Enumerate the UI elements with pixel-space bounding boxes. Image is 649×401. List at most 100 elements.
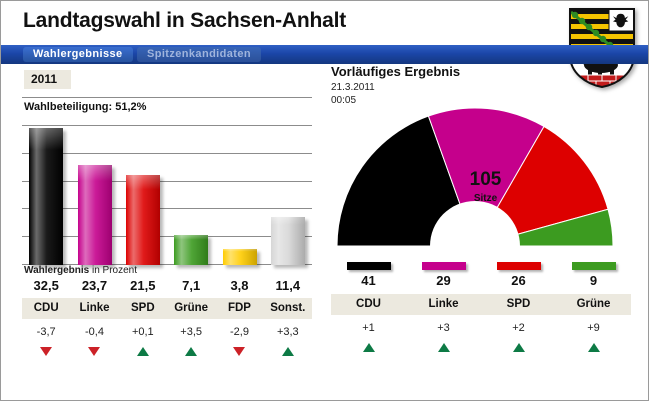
seat-legend-swatch bbox=[481, 257, 556, 275]
chart-bars bbox=[22, 97, 312, 265]
seat-value: 26 bbox=[511, 273, 526, 288]
page-title: Landtagswahl in Sachsen-Anhalt bbox=[23, 9, 347, 32]
chart-caption-rest: in Prozent bbox=[89, 265, 138, 276]
vote-party: FDP bbox=[227, 302, 251, 314]
hemicycle-diagram bbox=[336, 107, 614, 247]
gridline bbox=[22, 125, 312, 126]
seat-arrow-row bbox=[331, 339, 631, 357]
seats-date: 21.3.2011 bbox=[331, 82, 375, 93]
gridline bbox=[22, 236, 312, 237]
seat-legend-row bbox=[331, 257, 631, 275]
seat-value: 9 bbox=[589, 273, 598, 288]
seat-legend-swatch bbox=[331, 257, 406, 275]
seat-party: SPD bbox=[506, 298, 531, 310]
seat-party-row: CDU Linke SPD Grüne bbox=[331, 294, 631, 315]
seat-legend-swatch bbox=[556, 257, 631, 275]
gridline bbox=[22, 208, 312, 209]
vote-value: 11,4 bbox=[275, 278, 301, 293]
vote-arrow bbox=[167, 343, 215, 361]
vote-party-row: CDU Linke SPD Grüne FDP Sonst. bbox=[22, 298, 312, 319]
seat-arrow bbox=[481, 339, 556, 357]
swatch-grüne bbox=[571, 262, 616, 270]
vote-value: 21,5 bbox=[130, 278, 156, 293]
gridline bbox=[22, 153, 312, 154]
seat-party: Grüne bbox=[576, 298, 611, 310]
vote-arrow bbox=[119, 343, 167, 361]
bar-linke bbox=[78, 165, 112, 265]
arrow-down-icon bbox=[233, 347, 246, 356]
arrow-up-icon bbox=[512, 343, 525, 352]
bar-cdu bbox=[29, 128, 63, 265]
arrow-up-icon bbox=[362, 343, 375, 352]
seat-legend-swatch bbox=[406, 257, 481, 275]
vote-delta: +3,5 bbox=[180, 326, 202, 338]
vote-party: Sonst. bbox=[270, 302, 306, 314]
arrow-up-icon bbox=[587, 343, 600, 352]
seat-delta-row: +1 +3 +2 +9 bbox=[331, 322, 631, 334]
vote-delta-row: -3,7 -0,4 +0,1 +3,5 -2,9 +3,3 bbox=[22, 326, 312, 338]
seat-arrow bbox=[331, 339, 406, 357]
seat-delta: +3 bbox=[437, 322, 450, 334]
tab-spitzenkandidaten[interactable]: Spitzenkandidaten bbox=[137, 47, 261, 62]
vote-arrow bbox=[70, 343, 118, 361]
vote-value: 23,7 bbox=[81, 278, 108, 293]
vote-party: Grüne bbox=[174, 302, 209, 314]
vote-arrow bbox=[22, 343, 70, 361]
bar-spd bbox=[126, 175, 160, 265]
seats-time: 00:05 bbox=[331, 95, 357, 106]
seat-party: Linke bbox=[428, 298, 459, 310]
vote-party: Linke bbox=[79, 302, 110, 314]
seat-distribution-chart: Vorläufiges Ergebnis 21.3.2011 00:05 105… bbox=[321, 61, 648, 400]
seat-party: CDU bbox=[356, 298, 381, 310]
vote-share-chart: 2011 Wahlbeteiligung: 51,2% Wahlergebnis… bbox=[1, 65, 321, 395]
gridline bbox=[22, 97, 312, 98]
arrow-down-icon bbox=[40, 347, 53, 356]
chart-caption-bold: Wahlergebnis bbox=[24, 265, 90, 276]
gridline bbox=[22, 181, 312, 182]
vote-party: SPD bbox=[130, 302, 155, 314]
arrow-up-icon bbox=[281, 347, 294, 356]
swatch-spd bbox=[496, 262, 541, 270]
arrow-up-icon bbox=[437, 343, 450, 352]
seat-delta: +2 bbox=[512, 322, 525, 334]
tab-bar: Wahlergebnisse Spitzenkandidaten bbox=[1, 45, 648, 64]
swatch-cdu bbox=[346, 262, 391, 270]
seat-value: 41 bbox=[361, 273, 376, 288]
vote-delta: +3,3 bbox=[276, 326, 299, 338]
vote-party: CDU bbox=[33, 302, 59, 314]
bar-fdp bbox=[223, 249, 257, 265]
vote-arrow bbox=[215, 343, 263, 361]
bar-sonst bbox=[271, 217, 305, 265]
seat-arrow bbox=[556, 339, 631, 357]
turnout-label: Wahlbeteiligung: 51,2% bbox=[24, 101, 147, 113]
vote-value: 7,1 bbox=[182, 278, 201, 293]
hemicycle-hub bbox=[430, 201, 520, 246]
seat-delta: +1 bbox=[362, 322, 375, 334]
swatch-linke bbox=[421, 262, 466, 270]
arrow-up-icon bbox=[185, 347, 198, 356]
bar-grüne bbox=[174, 235, 208, 265]
seats-title: Vorläufiges Ergebnis bbox=[331, 64, 461, 79]
chart-gridlines bbox=[22, 97, 312, 265]
vote-delta: -3,7 bbox=[36, 326, 56, 338]
vote-arrow-row bbox=[22, 343, 312, 361]
seat-value: 29 bbox=[436, 273, 451, 288]
arrow-up-icon bbox=[136, 347, 149, 356]
vote-value: 3,8 bbox=[230, 278, 249, 293]
election-year-badge: 2011 bbox=[24, 70, 72, 89]
arrow-down-icon bbox=[88, 347, 101, 356]
vote-value-row: 32,5 23,7 21,5 7,1 3,8 11,4 bbox=[22, 278, 312, 293]
tab-wahlergebnisse[interactable]: Wahlergebnisse bbox=[23, 47, 133, 62]
chart-caption: Wahlergebnis in Prozent bbox=[24, 265, 137, 276]
seat-delta: +9 bbox=[587, 322, 600, 334]
gridline bbox=[22, 264, 312, 265]
seat-value-row: 41 29 26 9 bbox=[331, 273, 631, 288]
vote-value: 32,5 bbox=[33, 278, 59, 293]
total-seats-value: 105 bbox=[469, 169, 502, 190]
seat-arrow bbox=[406, 339, 481, 357]
vote-delta: +0,1 bbox=[131, 326, 154, 338]
total-seats-label: Sitze bbox=[473, 193, 498, 204]
vote-delta: -0,4 bbox=[85, 326, 104, 338]
vote-arrow bbox=[264, 343, 312, 361]
